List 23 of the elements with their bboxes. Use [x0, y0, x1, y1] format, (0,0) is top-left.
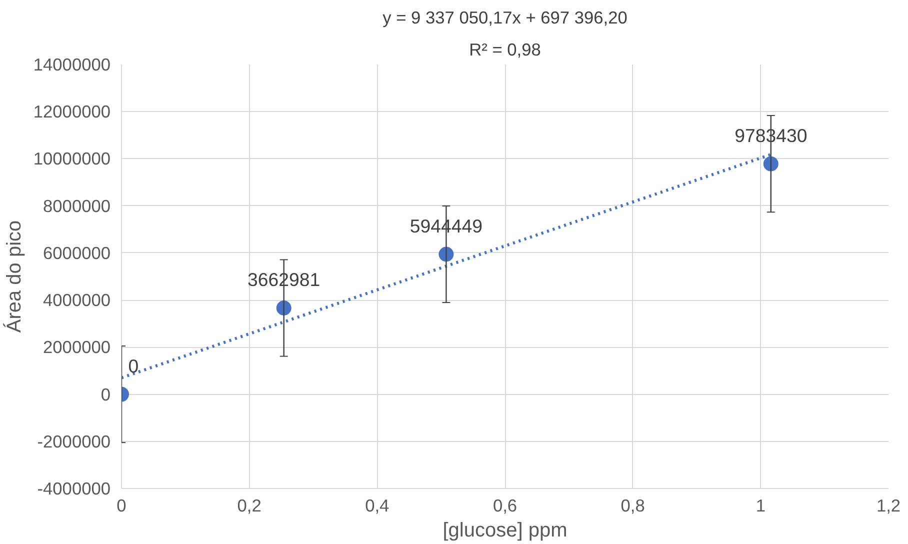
x-tick-label: 1	[756, 496, 766, 516]
text: y = 9 337 050,17x + 697 396,20	[382, 8, 628, 28]
y-tick-label: 6000000	[43, 242, 111, 263]
y-tick-label: 10000000	[33, 148, 111, 169]
x-tick-label: 0,4	[365, 496, 390, 516]
data-label: 0	[128, 355, 139, 376]
x-tick-label: 0	[116, 496, 126, 516]
y-tick-label: 12000000	[33, 102, 111, 122]
y-axis-title: Área do pico	[2, 220, 26, 333]
y-tick-label: -4000000	[37, 478, 111, 498]
point	[763, 156, 778, 172]
y-tick-label: 8000000	[43, 196, 111, 216]
x-tick-label: 0,2	[237, 496, 262, 516]
y-tick-label: 4000000	[43, 290, 111, 310]
text: R² = 0,98	[469, 40, 541, 60]
x-tick-label: 0,8	[620, 496, 645, 516]
y-tick-label: 14000000	[33, 54, 111, 74]
x-axis-title: [glucose] ppm	[442, 520, 568, 542]
y-tick-label: 0	[100, 384, 111, 404]
x-tick-label: 0,6	[492, 496, 518, 516]
x-tick-label: 1,2	[876, 496, 901, 516]
y-tick-label: -2000000	[37, 431, 111, 452]
y-tick-label: 2000000	[43, 337, 111, 358]
